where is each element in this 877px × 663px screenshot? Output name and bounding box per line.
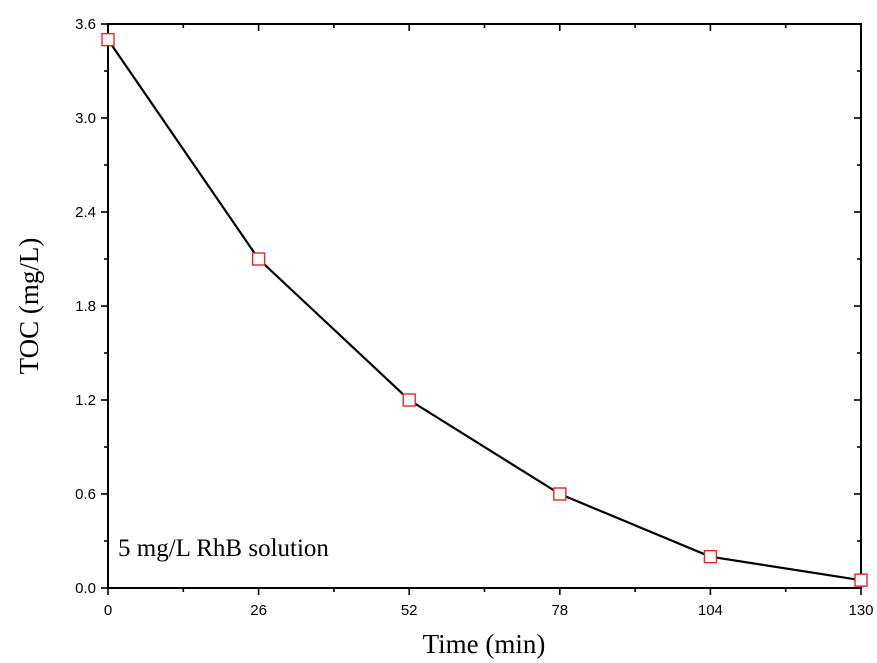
- data-point-marker: [402, 393, 416, 407]
- data-point-marker: [251, 252, 266, 266]
- data-point-marker: [553, 487, 567, 501]
- tick-labels: 0 26 52 78 104 130 0.0 0.6 1.2 1.8 2.4 3.0 3.6: [75, 16, 873, 619]
- x-tick-label: 104: [698, 602, 723, 619]
- x-tick-label: 78: [551, 602, 568, 619]
- series-line: [107, 39, 862, 582]
- y-tick-label: 1.8: [75, 298, 96, 315]
- y-axis-title: TOC (mg/L): [14, 238, 44, 375]
- data-point-marker: [101, 32, 115, 47]
- data-point-marker: [703, 549, 718, 564]
- data-point-marker: [854, 573, 868, 587]
- x-tick-label: 130: [848, 602, 873, 619]
- x-tick-label: 0: [104, 602, 112, 619]
- x-tick-label: 52: [401, 602, 418, 619]
- plot-frame: [107, 23, 862, 589]
- y-tick-label: 1.2: [75, 392, 96, 409]
- axis-ticks: [101, 23, 862, 595]
- y-tick-label: 0.0: [75, 580, 96, 597]
- y-tick-label: 0.6: [75, 486, 96, 503]
- x-axis-title: Time (min): [423, 629, 546, 659]
- data-markers: [101, 32, 868, 587]
- annotation-label: 5 mg/L RhB solution: [118, 535, 329, 562]
- y-tick-label: 3.0: [75, 110, 96, 127]
- x-tick-label: 26: [250, 602, 267, 619]
- y-tick-label: 3.6: [75, 16, 96, 33]
- y-tick-label: 2.4: [75, 204, 96, 221]
